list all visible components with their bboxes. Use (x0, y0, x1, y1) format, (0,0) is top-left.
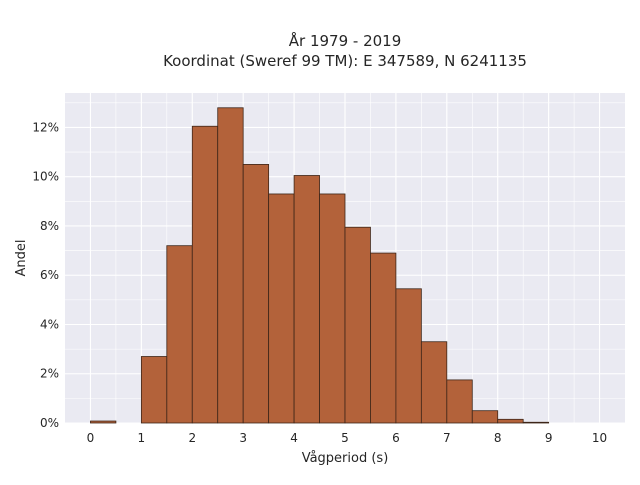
histogram-bar (420, 341, 448, 424)
x-tick-label: 3 (239, 431, 247, 445)
histogram-bar (191, 125, 219, 424)
x-tick-label: 1 (138, 431, 146, 445)
x-tick-label: 8 (494, 431, 502, 445)
x-tick-label: 9 (545, 431, 553, 445)
chart-title-line-2: Koordinat (Sweref 99 TM): E 347589, N 62… (163, 52, 527, 70)
histogram-bar (522, 421, 550, 424)
histogram-bar (370, 252, 397, 424)
histogram-bar (166, 245, 193, 424)
x-tick-label: 6 (392, 431, 400, 445)
histogram-bar (242, 164, 270, 424)
x-tick-label: 0 (87, 431, 95, 445)
histogram-bar (497, 418, 524, 424)
histogram-bar (471, 410, 499, 424)
x-tick-label: 10 (592, 431, 607, 445)
histogram-bars (90, 107, 550, 424)
y-tick-label: 12% (32, 120, 59, 134)
histogram-bar (293, 175, 320, 424)
x-axis-label: Vågperiod (s) (302, 451, 389, 466)
x-tick-label: 2 (188, 431, 196, 445)
histogram-bar (446, 379, 473, 424)
x-tick-label: 7 (443, 431, 451, 445)
chart-title-line-1: År 1979 - 2019 (289, 31, 402, 50)
histogram-bar (217, 107, 244, 424)
histogram-bar (140, 356, 168, 424)
histogram-bar (90, 420, 117, 424)
histogram-bar (395, 288, 422, 424)
x-tick-labels: 0 1 2 3 4 5 6 7 8 9 10 (87, 431, 608, 445)
x-tick-label: 5 (341, 431, 349, 445)
y-tick-label: 4% (40, 317, 59, 331)
y-tick-label: 2% (40, 367, 59, 381)
y-tick-label: 6% (40, 268, 59, 282)
y-tick-label: 10% (32, 170, 59, 184)
histogram-bar (344, 226, 371, 424)
y-tick-labels: 0% 2% 4% 6% 8% 10% 12% (32, 120, 59, 430)
histogram-bar (268, 193, 295, 424)
y-axis-label: Andel (14, 240, 29, 277)
x-tick-label: 4 (290, 431, 298, 445)
chart-title: År 1979 - 2019 Koordinat (Sweref 99 TM):… (163, 31, 527, 70)
y-tick-label: 0% (40, 416, 59, 430)
histogram-bar (319, 193, 346, 424)
y-tick-label: 8% (40, 219, 59, 233)
